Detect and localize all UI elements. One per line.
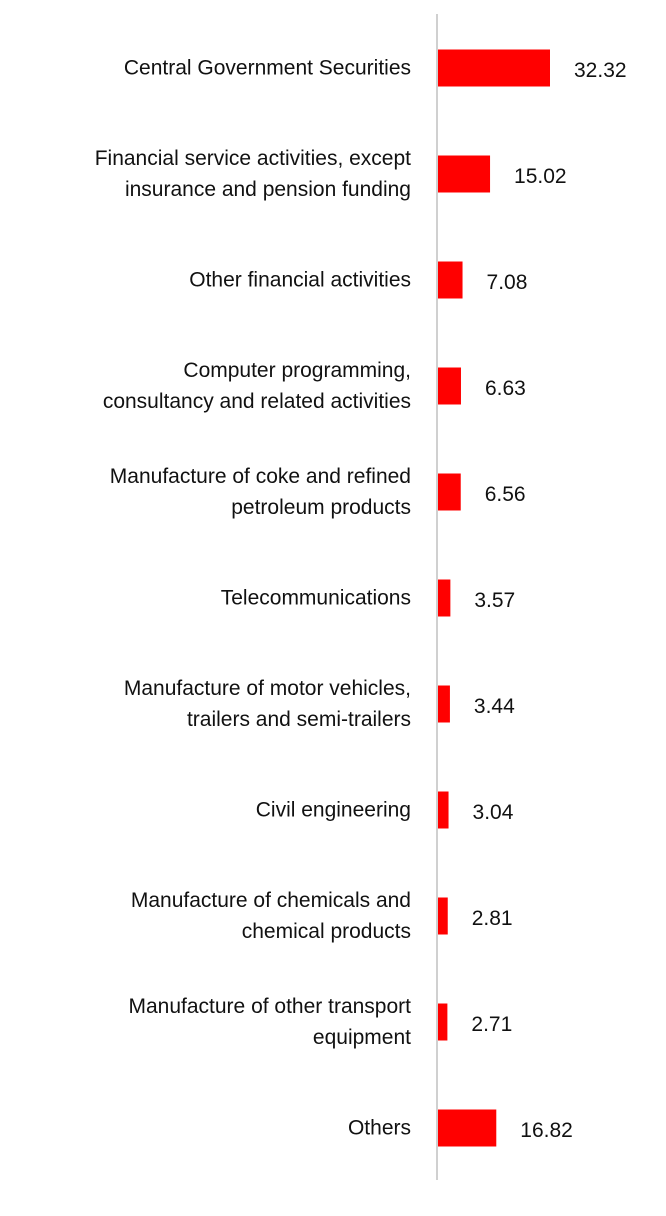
value-label-7: 3.04	[472, 801, 514, 824]
bar-10	[438, 1109, 497, 1147]
bar-9	[438, 1003, 448, 1041]
value-label-9: 2.71	[471, 1013, 513, 1036]
bar-4	[438, 473, 461, 511]
bar-8	[438, 897, 448, 935]
bar-7	[438, 791, 449, 829]
category-label-2: Other financial activities	[189, 268, 411, 292]
value-label-6: 3.44	[473, 695, 515, 718]
category-label-0: Central Government Securities	[123, 56, 411, 80]
value-label-2: 7.08	[486, 271, 528, 294]
category-label-1: Financial service activities, except ins…	[94, 147, 411, 201]
value-label-3: 6.63	[484, 377, 526, 400]
value-label-0: 32.32	[574, 59, 627, 82]
bar-6	[438, 685, 450, 723]
bar-5	[438, 579, 451, 617]
category-label-6: Manufacture of motor vehicles, trailers …	[123, 677, 411, 731]
category-label-7: Civil engineering	[255, 798, 411, 822]
category-label-3: Computer programming, consultancy and re…	[102, 359, 411, 413]
value-label-5: 3.57	[474, 589, 516, 612]
value-label-8: 2.81	[471, 907, 513, 930]
category-label-5: Telecommunications	[220, 586, 411, 610]
value-label-10: 16.82	[520, 1119, 573, 1142]
category-label-4: Manufacture of coke and refined petroleu…	[109, 465, 411, 519]
value-label-4: 6.56	[484, 483, 526, 506]
bar-3	[438, 367, 461, 405]
bar-0	[438, 49, 550, 87]
bar-2	[438, 261, 463, 299]
category-label-10: Others	[347, 1116, 411, 1140]
category-label-8: Manufacture of chemicals and chemical pr…	[130, 889, 411, 943]
bars-group	[438, 49, 550, 1147]
category-label-9: Manufacture of other transport equipment	[128, 995, 412, 1049]
bar-1	[438, 155, 491, 193]
value-label-1: 15.02	[514, 165, 567, 188]
